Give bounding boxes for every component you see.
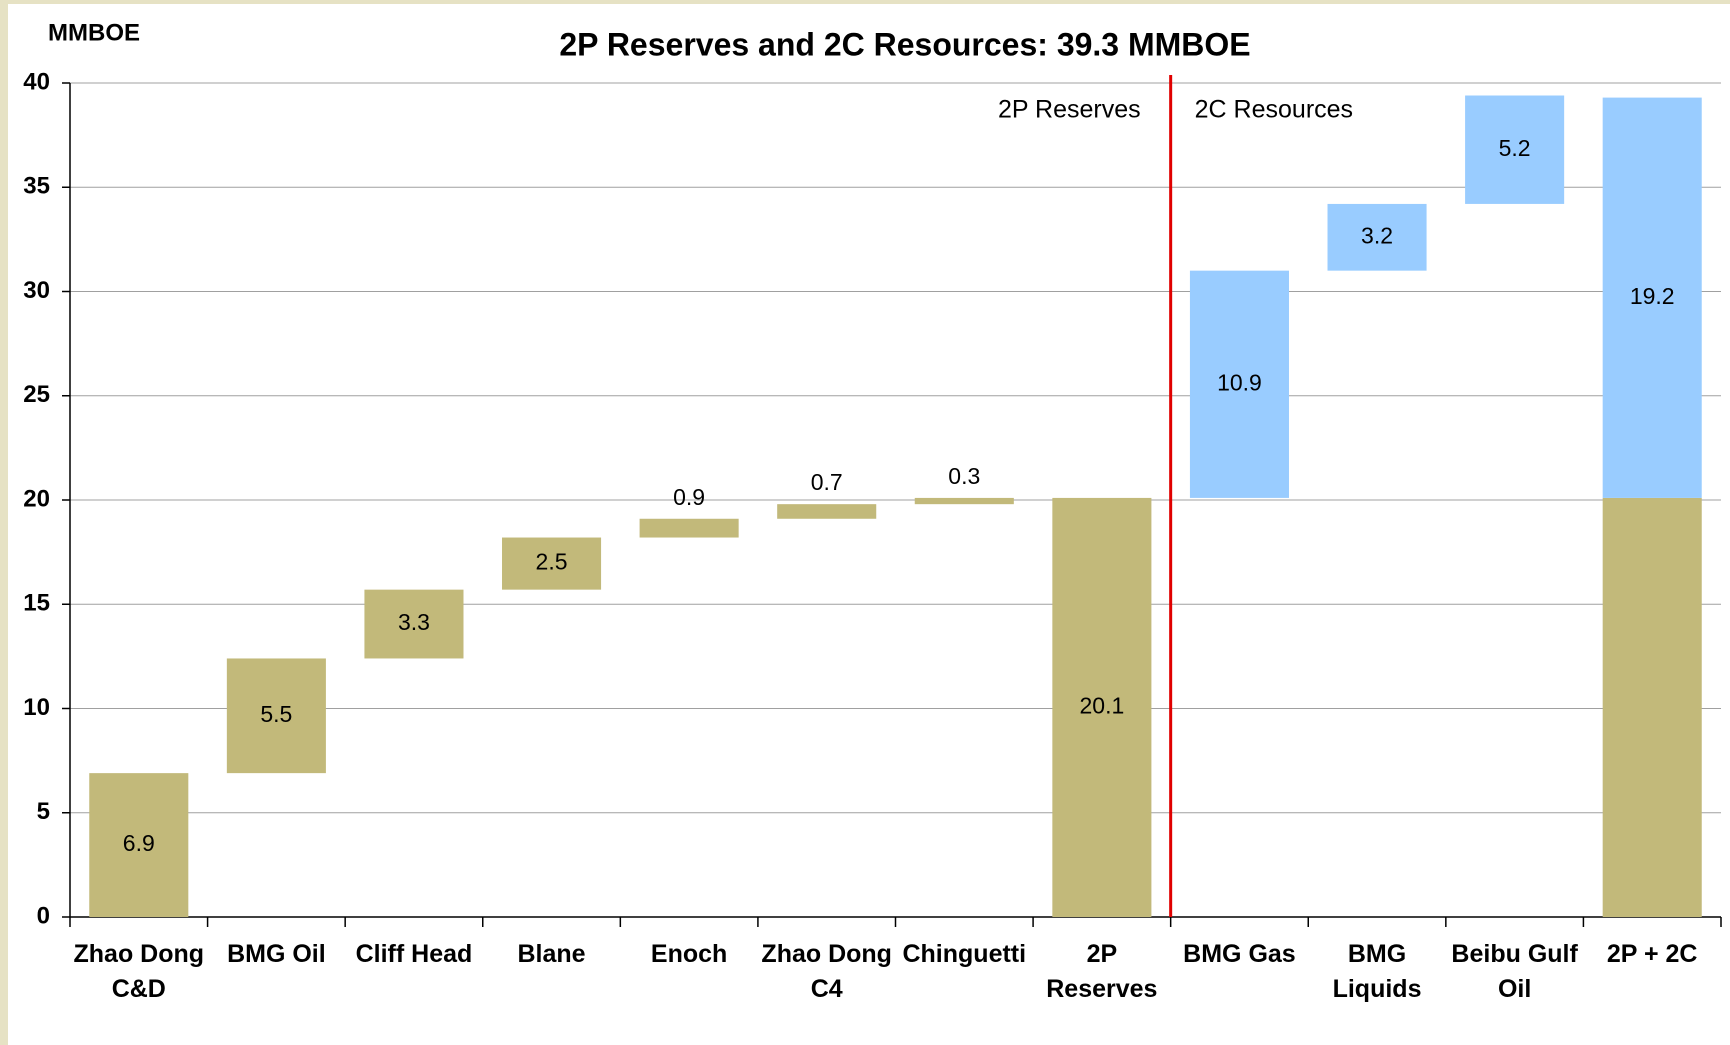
x-tick-label-box: Zhao Dong C&D — [73, 940, 205, 1003]
x-tick-label-box: Beibu Gulf Oil — [1451, 940, 1578, 1003]
bar — [1052, 497, 1152, 917]
x-tick-label-box: Cliff Head — [355, 940, 473, 968]
chart-title: 2P Reserves and 2C Resources: 39.3 MMBOE — [559, 26, 1250, 62]
data-label: 0.3 — [948, 463, 980, 489]
y-tick-label: 25 — [23, 381, 50, 408]
bar — [1189, 270, 1289, 498]
x-tick-label: Zhao Dong C4 — [761, 940, 892, 1003]
data-label: 19.2 — [1630, 283, 1675, 309]
x-tick-label-box: Chinguetti — [902, 940, 1027, 968]
bar — [1465, 95, 1565, 204]
x-tick-label-box: BMG Gas — [1183, 940, 1296, 968]
x-tick-label-box: 2P + 2C — [1606, 940, 1698, 968]
x-tick-label-box: Zhao Dong C4 — [761, 940, 892, 1003]
bar — [364, 589, 464, 659]
y-axis-label: MMBOE — [48, 19, 140, 46]
data-label: 20.1 — [1079, 693, 1124, 719]
x-tick-label-box: BMG Liquids — [1332, 940, 1422, 1003]
x-tick-label: 2P Reserves — [1046, 940, 1158, 1003]
data-label: 3.2 — [1361, 222, 1393, 248]
x-tick-label-box: Blane — [517, 940, 586, 968]
x-tick-label-box: BMG Oil — [227, 940, 326, 968]
x-tick-label: Chinguetti — [902, 940, 1027, 968]
x-tick-label: Beibu Gulf Oil — [1451, 940, 1578, 1003]
y-tick-label: 20 — [23, 485, 50, 512]
frame-left — [0, 0, 8, 1045]
data-label: 5.2 — [1499, 135, 1531, 161]
bar — [1602, 97, 1702, 498]
data-label: 3.3 — [398, 609, 430, 635]
x-tick-label: BMG Oil — [227, 940, 326, 968]
x-tick-label: Blane — [517, 940, 586, 968]
bar — [914, 497, 1014, 505]
y-tick-label: 40 — [23, 68, 50, 95]
y-tick-label: 10 — [23, 694, 50, 721]
x-tick-label-box: 2P Reserves — [1046, 940, 1158, 1003]
bar — [777, 504, 877, 519]
data-label: 2.5 — [536, 549, 568, 575]
x-tick-label: Cliff Head — [355, 940, 473, 968]
x-tick-label-box: Enoch — [650, 940, 728, 968]
annotation: 2C Resources — [1195, 96, 1353, 124]
x-tick-label: BMG Liquids — [1332, 940, 1422, 1003]
frame-top — [0, 0, 1730, 4]
x-tick-label: Enoch — [650, 940, 728, 968]
x-tick-label: Zhao Dong C&D — [73, 940, 205, 1003]
y-tick-label: 15 — [23, 590, 50, 617]
bar — [639, 518, 739, 538]
data-label: 5.5 — [260, 701, 292, 727]
data-label: 0.9 — [673, 484, 705, 510]
y-tick-label: 5 — [37, 798, 50, 825]
bar — [226, 658, 326, 774]
bar — [89, 773, 189, 917]
annotation: 2P Reserves — [998, 96, 1141, 124]
bar — [1327, 203, 1427, 271]
y-tick-label: 30 — [23, 277, 50, 304]
bar — [502, 537, 602, 590]
data-label: 10.9 — [1217, 369, 1262, 395]
y-tick-label: 35 — [23, 173, 50, 200]
x-tick-label: BMG Gas — [1183, 940, 1296, 968]
data-label: 6.9 — [123, 830, 155, 856]
y-tick-label: 0 — [37, 902, 50, 929]
bar — [1602, 497, 1702, 917]
data-label: 0.7 — [811, 469, 843, 495]
x-tick-label: 2P + 2C — [1606, 940, 1698, 968]
